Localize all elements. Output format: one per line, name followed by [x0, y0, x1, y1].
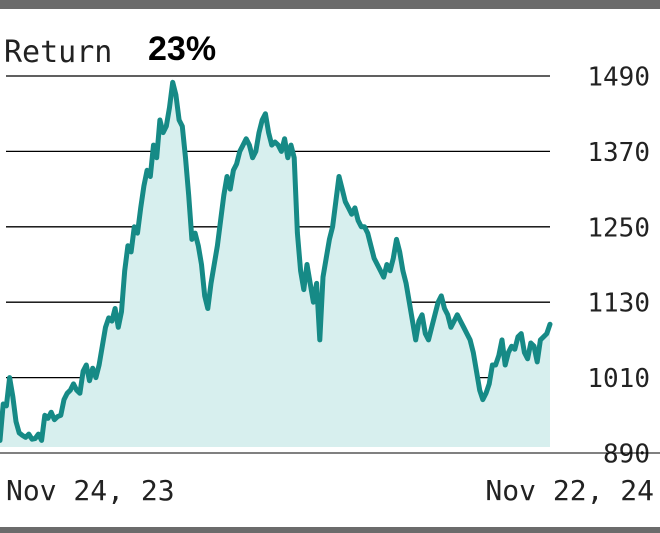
price-line	[0, 79, 553, 443]
x-start-label: Nov 24, 23	[6, 474, 175, 507]
return-value: 23%	[148, 30, 216, 68]
y-tick-label: 1490	[587, 63, 650, 93]
y-tick-label: 1250	[587, 213, 650, 243]
y-axis-labels: 1490 1370 1250 1130 1010 890	[587, 63, 650, 470]
x-end-label: Nov 22, 24	[485, 474, 654, 507]
y-tick-label: 1370	[587, 138, 650, 168]
y-tick-label: 890	[603, 440, 650, 470]
bottom-border	[0, 527, 660, 533]
y-tick-label: 1010	[587, 364, 650, 394]
area-fill	[0, 82, 550, 448]
y-tick-label: 1130	[587, 289, 650, 319]
return-label: Return	[4, 35, 112, 70]
top-border	[0, 0, 660, 9]
